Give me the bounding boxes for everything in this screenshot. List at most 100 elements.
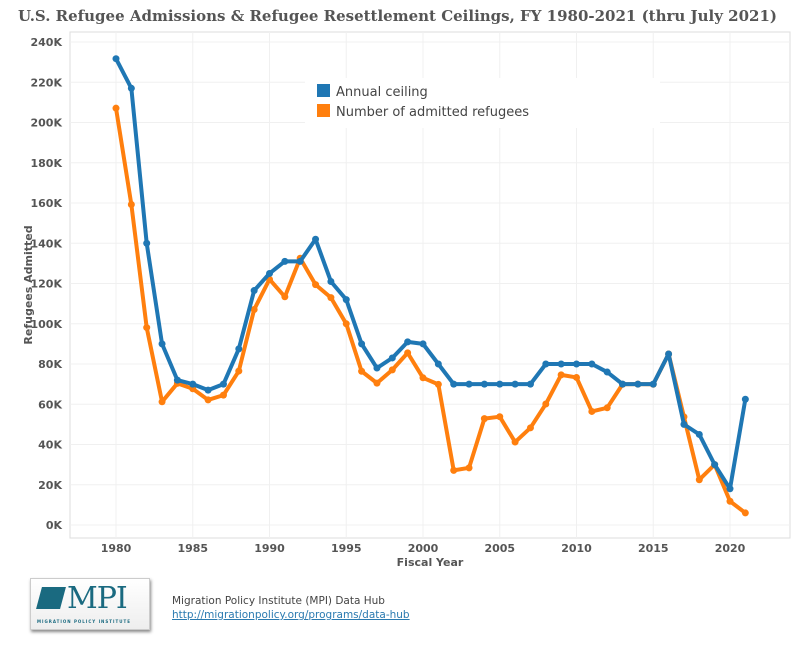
x-tick-label: 1995 (331, 542, 362, 555)
data-point (711, 461, 719, 469)
data-point (404, 349, 412, 357)
data-point (741, 509, 749, 517)
data-point (526, 424, 534, 432)
logo-mark-icon (36, 587, 66, 609)
data-point (250, 287, 258, 295)
data-point (741, 395, 749, 403)
data-point (281, 293, 289, 301)
data-point (496, 380, 504, 388)
data-point (665, 350, 673, 358)
series-line (114, 107, 747, 515)
legend-swatch (317, 104, 330, 117)
legend-label: Number of admitted refugees (336, 105, 529, 120)
x-tick-label: 2000 (408, 542, 439, 555)
data-point (204, 396, 212, 404)
data-point (388, 354, 396, 362)
data-point (312, 281, 320, 289)
data-point (143, 239, 151, 247)
series-ceiling (112, 55, 749, 493)
y-tick-label: 220K (31, 76, 63, 89)
logo-subtext: MIGRATION POLICY INSTITUTE (37, 619, 131, 624)
data-point (588, 360, 596, 368)
data-point (342, 296, 350, 304)
data-point (112, 104, 120, 112)
legend-swatch (317, 84, 330, 97)
plot-frame (69, 31, 791, 539)
data-point (373, 364, 381, 372)
data-point (419, 340, 427, 348)
x-axis-label: Fiscal Year (397, 556, 464, 569)
y-tick-label: 60K (38, 398, 62, 411)
data-hub-link[interactable]: http://migrationpolicy.org/programs/data… (172, 609, 410, 621)
data-point (557, 371, 565, 379)
x-tick-label: 1980 (101, 542, 132, 555)
data-point (327, 277, 335, 285)
data-point (143, 324, 151, 332)
y-tick-label: 240K (31, 36, 63, 49)
data-point (496, 413, 504, 421)
data-point (173, 376, 181, 384)
data-point (250, 306, 258, 314)
y-tick-label: 200K (31, 117, 63, 130)
x-tick-label: 1990 (254, 542, 285, 555)
data-point (312, 235, 320, 243)
data-point (680, 420, 688, 428)
data-point (573, 360, 580, 368)
y-tick-label: 100K (31, 318, 63, 331)
legend-box (305, 78, 660, 128)
data-point (526, 380, 534, 388)
data-point (542, 400, 550, 408)
data-point (588, 407, 596, 415)
y-tick-label: 120K (31, 278, 63, 291)
y-tick-label: 20K (38, 479, 62, 492)
data-point (358, 367, 366, 375)
data-point (327, 294, 335, 302)
data-point (573, 373, 580, 381)
data-point (127, 84, 135, 92)
data-point (342, 320, 350, 328)
data-point (204, 386, 212, 394)
data-point (281, 257, 289, 265)
data-point (235, 345, 243, 353)
data-point (465, 380, 473, 388)
data-point (511, 380, 519, 388)
y-tick-label: 40K (38, 439, 62, 452)
data-point (557, 360, 565, 368)
data-point (450, 380, 458, 388)
data-point (158, 340, 166, 348)
data-point (695, 476, 703, 484)
y-tick-label: 160K (31, 197, 63, 210)
x-tick-label: 2010 (561, 542, 592, 555)
data-point (158, 398, 166, 406)
data-point (465, 464, 473, 472)
data-point (542, 360, 550, 368)
logo-text: MPI (67, 581, 128, 616)
legend-label: Annual ceiling (336, 85, 428, 100)
data-point (419, 374, 427, 382)
y-tick-label: 140K (31, 237, 63, 250)
data-point (373, 379, 381, 387)
data-point (358, 340, 366, 348)
y-axis-label: Refugees Admitted (22, 225, 35, 344)
data-point (219, 380, 227, 388)
data-point (603, 404, 611, 412)
data-point (127, 201, 135, 209)
data-point (511, 438, 519, 446)
data-point (603, 368, 611, 376)
source-note: Migration Policy Institute (MPI) Data Hu… (172, 594, 410, 622)
data-point (695, 430, 703, 438)
source-label: Migration Policy Institute (MPI) Data Hu… (172, 595, 385, 607)
y-tick-label: 180K (31, 157, 63, 170)
line-chart: 0K 20K 40K 60K 80K 100K 120K 140K 160K 180K 200K 22… (22, 31, 791, 569)
data-point (235, 367, 243, 375)
data-point (480, 380, 488, 388)
data-point (434, 380, 442, 388)
data-point (649, 380, 657, 388)
x-tick-label: 2005 (484, 542, 515, 555)
data-point (480, 415, 488, 423)
data-point (388, 366, 396, 374)
x-tick-label: 2015 (638, 542, 669, 555)
data-point (434, 360, 442, 368)
chart-title: U.S. Refugee Admissions & Refugee Resett… (18, 7, 778, 25)
data-point (112, 55, 120, 63)
